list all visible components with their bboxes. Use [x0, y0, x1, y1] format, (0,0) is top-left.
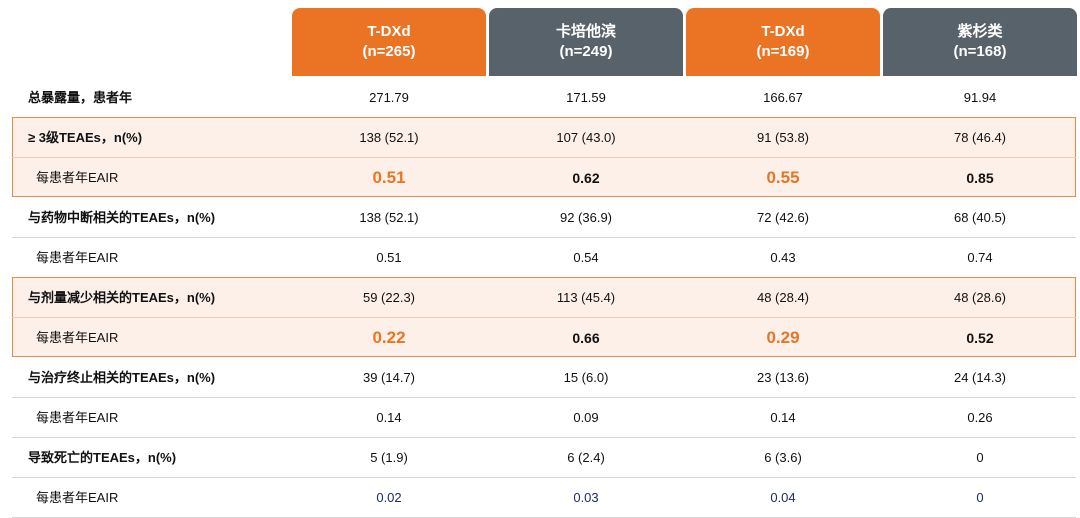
column-n: (n=249) [559, 43, 613, 60]
row-label: 每患者年EAIR [36, 490, 119, 505]
column-n: (n=168) [953, 43, 1007, 60]
cell-value: 171.59 [566, 90, 606, 105]
cell-value: 0.66 [572, 330, 600, 346]
cell-value: 271.79 [369, 90, 409, 105]
cell-value: 68 (40.5) [953, 210, 1007, 225]
cell-value: 72 (42.6) [756, 210, 810, 225]
cell-value: 48 (28.6) [953, 290, 1007, 305]
cell-value: 138 (52.1) [359, 210, 419, 225]
table-row: 总暴露量，患者年 271.79 171.59 166.67 91.94 [12, 78, 1076, 118]
cell-value: 0.43 [770, 250, 796, 265]
cell-value: 0.51 [372, 168, 406, 187]
cell-value: 0.14 [770, 410, 796, 425]
cell-value: 0.55 [766, 168, 800, 187]
column-name: T-DXd [367, 23, 411, 40]
row-label: 与剂量减少相关的TEAEs，n(%) [28, 290, 216, 305]
cell-value: 39 (14.7) [362, 370, 416, 385]
row-label: 导致死亡的TEAEs，n(%) [28, 450, 177, 465]
table-row: 每患者年EAIR 0.51 0.62 0.55 0.85 [12, 158, 1076, 198]
column-n: (n=169) [756, 43, 810, 60]
cell-value: 78 (46.4) [953, 130, 1007, 145]
cell-value: 0 [976, 450, 984, 465]
table-row: 与治疗终止相关的TEAEs，n(%) 39 (14.7) 15 (6.0) 23 (1… [12, 358, 1076, 398]
column-header: T-DXd (n=169) [686, 8, 880, 76]
column-n: (n=265) [362, 43, 416, 60]
cell-value: 24 (14.3) [953, 370, 1007, 385]
cell-value: 107 (43.0) [556, 130, 616, 145]
cell-value: 166.67 [763, 90, 803, 105]
cell-value: 138 (52.1) [359, 130, 419, 145]
cell-value: 0.51 [376, 250, 402, 265]
cell-value: 48 (28.4) [756, 290, 810, 305]
row-label: 与治疗终止相关的TEAEs，n(%) [28, 370, 216, 385]
table-row: ≥ 3级TEAEs，n(%) 138 (52.1) 107 (43.0) 91 (53… [12, 118, 1076, 158]
table-row: 每患者年EAIR 0.51 0.54 0.43 0.74 [12, 238, 1076, 278]
cell-value: 15 (6.0) [563, 370, 609, 385]
table-row: 与药物中断相关的TEAEs，n(%) 138 (52.1) 92 (36.9) 72 … [12, 198, 1076, 238]
cell-value: 0.52 [966, 330, 994, 346]
row-label: ≥ 3级TEAEs，n(%) [28, 130, 143, 145]
row-label: 与药物中断相关的TEAEs，n(%) [28, 210, 216, 225]
table-row: 导致死亡的TEAEs，n(%) 5 (1.9) 6 (2.4) 6 (3.6) 0 [12, 438, 1076, 478]
cell-value: 0.74 [967, 250, 993, 265]
table-row: 与剂量减少相关的TEAEs，n(%) 59 (22.3) 113 (45.4) 48 … [12, 278, 1076, 318]
row-label: 每患者年EAIR [36, 170, 119, 185]
column-name: 卡培他滨 [555, 23, 616, 40]
row-label: 每患者年EAIR [36, 330, 119, 345]
cell-value: 0.26 [967, 410, 993, 425]
table-row: 每患者年EAIR 0.22 0.66 0.29 0.52 [12, 318, 1076, 358]
cell-value: 0.02 [376, 490, 402, 505]
row-label: 每患者年EAIR [36, 410, 119, 425]
column-header: T-DXd (n=265) [292, 8, 486, 76]
cell-value: 91 (53.8) [756, 130, 810, 145]
row-label: 总暴露量，患者年 [28, 90, 133, 105]
cell-value: 6 (3.6) [764, 450, 802, 465]
cell-value: 0.62 [572, 170, 600, 186]
cell-value: 91.94 [963, 90, 997, 105]
column-name: T-DXd [761, 23, 805, 40]
cell-value: 23 (13.6) [756, 370, 810, 385]
cell-value: 113 (45.4) [556, 290, 616, 305]
cell-value: 0.54 [573, 250, 599, 265]
cell-value: 0.85 [966, 170, 994, 186]
cell-value: 0.03 [573, 490, 599, 505]
cell-value: 0.29 [766, 328, 800, 347]
cell-value: 0 [976, 490, 984, 505]
cell-value: 59 (22.3) [362, 290, 416, 305]
cell-value: 6 (2.4) [567, 450, 605, 465]
column-name: 紫杉类 [957, 23, 1003, 40]
column-header: 卡培他滨 (n=249) [489, 8, 683, 76]
cell-value: 0.14 [376, 410, 402, 425]
table-row: 每患者年EAIR 0.14 0.09 0.14 0.26 [12, 398, 1076, 438]
cell-value: 92 (36.9) [559, 210, 613, 225]
table-row: 每患者年EAIR 0.02 0.03 0.04 0 [12, 478, 1076, 518]
column-header: 紫杉类 (n=168) [883, 8, 1077, 76]
row-label: 每患者年EAIR [36, 250, 119, 265]
cell-value: 0.09 [573, 410, 599, 425]
cell-value: 0.22 [372, 328, 406, 347]
cell-value: 5 (1.9) [370, 450, 408, 465]
cell-value: 0.04 [770, 490, 796, 505]
